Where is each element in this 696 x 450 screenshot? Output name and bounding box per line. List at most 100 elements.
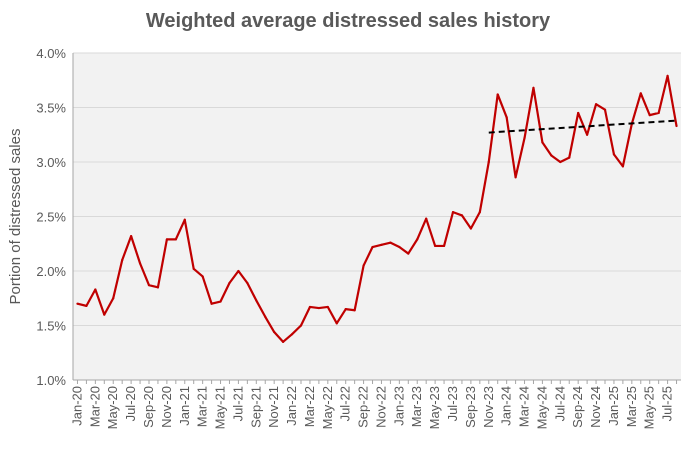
data-point (121, 259, 124, 262)
data-point (317, 306, 320, 310)
data-point (362, 264, 365, 267)
x-tick-label: May-20 (105, 386, 120, 429)
data-point (648, 114, 651, 117)
x-tick-label: Sep-24 (570, 386, 585, 428)
x-tick-label: May-22 (320, 386, 335, 429)
y-tick-label: 1.5% (36, 319, 66, 334)
data-point (192, 267, 195, 270)
data-point (639, 92, 642, 95)
data-point (451, 211, 455, 214)
data-point (389, 241, 392, 244)
chart-title: Weighted average distressed sales histor… (145, 10, 551, 32)
x-tick-label: Sep-20 (141, 386, 156, 428)
x-tick-label: Mar-24 (517, 386, 532, 427)
x-tick-label: May-25 (642, 386, 657, 429)
data-point (594, 103, 598, 106)
data-point (326, 305, 329, 309)
data-point (371, 245, 374, 249)
data-point (353, 309, 356, 312)
data-point (523, 136, 526, 140)
x-tick-label: Mar-25 (624, 386, 639, 427)
data-point (264, 315, 267, 318)
data-point (532, 86, 535, 89)
data-point (398, 245, 401, 249)
data-point (675, 124, 678, 128)
data-point (210, 302, 213, 305)
data-point (442, 244, 446, 248)
x-tick-label: Jan-24 (499, 386, 514, 426)
data-point (407, 252, 410, 255)
data-point (299, 324, 303, 327)
data-point (425, 217, 428, 220)
data-point (496, 93, 499, 96)
data-point (621, 165, 624, 168)
data-point (603, 108, 607, 111)
data-point (612, 153, 616, 156)
x-tick-label: Nov-23 (481, 386, 496, 428)
data-point (156, 286, 160, 289)
data-point (505, 116, 508, 119)
y-axis-label: Portion of distressed sales (7, 129, 24, 305)
data-point (559, 160, 562, 164)
data-point (586, 133, 589, 136)
data-point (550, 154, 553, 157)
data-point (273, 330, 276, 334)
data-point (246, 281, 249, 285)
data-point (130, 235, 133, 238)
x-tick-label: Sep-21 (248, 386, 263, 428)
x-tick-label: Jul-25 (660, 386, 675, 421)
data-point (201, 275, 204, 278)
x-tick-label: Jan-25 (606, 386, 621, 426)
x-tick-label: Mar-23 (409, 386, 424, 427)
data-point (228, 281, 231, 285)
x-tick-label: Jan-22 (284, 386, 299, 426)
x-tick-label: Jan-21 (177, 386, 192, 426)
data-point (380, 243, 383, 246)
x-tick-label: Jul-24 (552, 386, 567, 421)
data-point (112, 297, 115, 300)
data-point (335, 322, 338, 325)
x-tick-label: Sep-23 (463, 386, 478, 428)
data-point (138, 262, 142, 265)
data-point (165, 238, 168, 241)
x-tick-label: Nov-21 (266, 386, 281, 428)
data-point (460, 214, 464, 217)
data-point (290, 333, 294, 336)
data-point (666, 74, 669, 77)
data-point (416, 238, 419, 241)
x-tick-label: Jul-23 (445, 386, 460, 421)
x-tick-label: Jul-20 (123, 386, 138, 421)
data-point (282, 340, 285, 343)
data-point (103, 313, 106, 316)
data-point (237, 269, 240, 273)
x-tick-label: May-21 (213, 386, 228, 429)
data-point (568, 156, 571, 159)
x-tick-label: May-23 (427, 386, 442, 429)
data-point (577, 111, 580, 115)
y-tick-label: 3.0% (36, 155, 66, 170)
y-tick-label: 2.5% (36, 210, 66, 225)
data-point (514, 176, 517, 179)
data-point (174, 238, 177, 241)
data-point (541, 141, 544, 144)
x-tick-label: Jan-20 (69, 386, 84, 426)
data-point (85, 304, 88, 307)
x-tick-label: Jan-23 (391, 386, 406, 426)
data-point (255, 299, 258, 302)
x-tick-label: Mar-21 (195, 386, 210, 427)
x-tick-label: Nov-22 (373, 386, 388, 428)
data-point (147, 284, 151, 287)
y-tick-label: 3.5% (36, 101, 66, 116)
data-point (344, 308, 347, 311)
data-point (434, 244, 437, 248)
data-point (487, 160, 490, 164)
data-point (469, 227, 472, 230)
x-tick-label: Jul-22 (338, 386, 353, 421)
x-tick-label: Nov-20 (159, 386, 174, 428)
x-tick-label: Mar-20 (87, 386, 102, 427)
trend-line (488, 119, 677, 134)
x-tick-label: Jul-21 (230, 386, 245, 421)
series-line (77, 74, 678, 343)
x-tick-label: Mar-22 (302, 386, 317, 427)
